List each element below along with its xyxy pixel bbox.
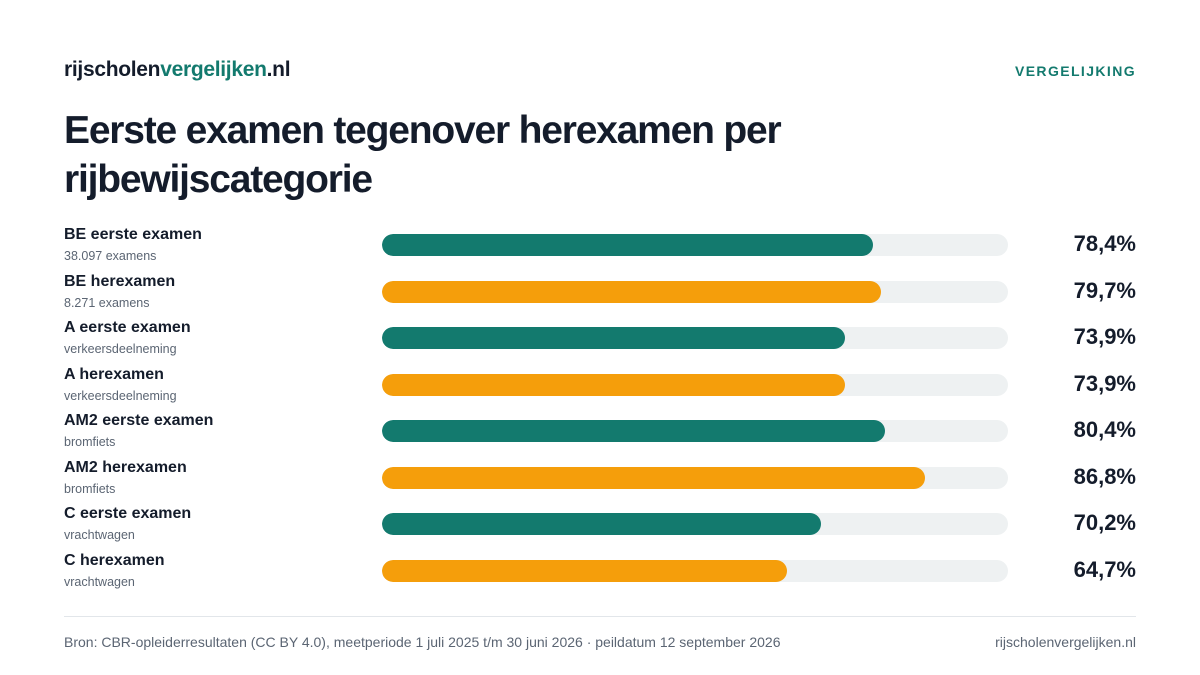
bar-row: C eerste examen vrachtwagen 70,2%: [64, 505, 1136, 552]
bar-fill-eerste: [382, 234, 873, 256]
bar-value-label: 64,7%: [1073, 556, 1136, 582]
logo-text-part1: rijscholen: [64, 58, 161, 81]
bar-sublabel: verkeersdeelneming: [64, 388, 177, 403]
logo-text-accent: vergelijken: [160, 58, 267, 81]
bar-label: A herexamen: [64, 365, 164, 383]
bar-value-label: 73,9%: [1073, 370, 1136, 396]
bar-track: [382, 513, 1008, 535]
bar-value-label: 73,9%: [1073, 324, 1136, 349]
bar-value-label: 79,7%: [1073, 277, 1136, 303]
source-note: Bron: CBR-opleiderresultaten (CC BY 4.0)…: [64, 634, 781, 650]
bar-track: [382, 234, 1008, 256]
bar-value-label: 70,2%: [1073, 510, 1136, 535]
bar-row: A herexamen verkeersdeelneming 73,9%: [64, 366, 1136, 413]
bar-label: C herexamen: [64, 551, 165, 569]
bar-sublabel: vrachtwagen: [64, 528, 135, 542]
bar-label: AM2 herexamen: [64, 458, 187, 476]
footer: Bron: CBR-opleiderresultaten (CC BY 4.0)…: [64, 634, 1136, 654]
bar-track: [382, 280, 1008, 303]
header: rijscholenvergelijken.nl VERGELIJKING: [64, 58, 1136, 88]
bar-label: AM2 eerste examen: [64, 412, 214, 429]
bar-label: A eerste examen: [64, 319, 191, 336]
bar-label: C eerste examen: [64, 505, 192, 522]
category-tag: VERGELIJKING: [1014, 63, 1136, 79]
logo-text-part3: .nl: [266, 58, 291, 81]
bar-track: [382, 466, 1008, 489]
bar-row: AM2 herexamen bromfiets 86,8%: [64, 459, 1136, 506]
bar-label: BE eerste examen: [64, 226, 202, 243]
bar-sublabel: bromfiets: [64, 481, 116, 496]
bar-value-label: 78,4%: [1073, 231, 1136, 256]
site-logo[interactable]: rijscholenvergelijken.nl: [64, 58, 291, 82]
bar-sublabel: 8.271 examens: [64, 295, 150, 310]
bar-fill-eerste: [382, 513, 822, 535]
bar-value-label: 86,8%: [1073, 463, 1136, 489]
bar-row: C herexamen vrachtwagen 64,7%: [64, 552, 1136, 599]
bar-row: BE eerste examen 38.097 examens 78,4%: [64, 226, 1136, 273]
bar-track: [382, 373, 1008, 396]
bar-track: [382, 327, 1008, 349]
bar-row: AM2 eerste examen bromfiets 80,4%: [64, 412, 1136, 459]
bar-fill-herexamen: [382, 280, 881, 303]
bar-fill-herexamen: [382, 466, 926, 489]
footer-site-link[interactable]: rijscholenvergelijken.nl: [995, 634, 1136, 650]
bar-value-label: 80,4%: [1073, 417, 1136, 442]
bar-fill-herexamen: [382, 373, 845, 396]
bar-chart: BE eerste examen 38.097 examens 78,4% BE he…: [64, 226, 1136, 598]
bar-row: BE herexamen 8.271 examens 79,7%: [64, 273, 1136, 320]
bar-sublabel: bromfiets: [64, 435, 116, 449]
bar-sublabel: vrachtwagen: [64, 574, 135, 589]
bar-track: [382, 420, 1008, 442]
bar-label: BE herexamen: [64, 272, 176, 290]
bar-fill-herexamen: [382, 559, 788, 582]
bar-fill-eerste: [382, 420, 886, 442]
footer-divider: [64, 616, 1136, 617]
bar-track: [382, 559, 1008, 582]
bar-sublabel: 38.097 examens: [64, 249, 157, 263]
bar-sublabel: verkeersdeelneming: [64, 342, 177, 356]
bar-fill-eerste: [382, 327, 845, 349]
bar-row: A eerste examen verkeersdeelneming 73,9%: [64, 319, 1136, 366]
chart-title: Eerste examen tegenover herexamen per ri…: [64, 109, 782, 201]
